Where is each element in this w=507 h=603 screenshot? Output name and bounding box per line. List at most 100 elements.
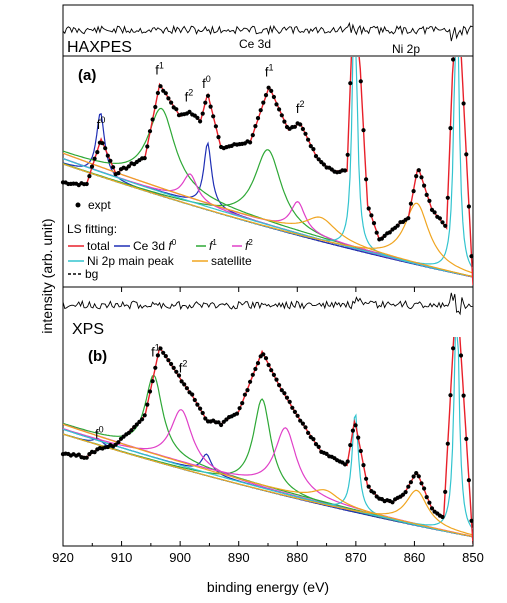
expt-point-a [406, 216, 411, 221]
component-b-0 [63, 433, 473, 538]
expt-point-b [408, 480, 413, 485]
expt-point-a [466, 204, 471, 209]
text-labels: f0 f1 f2 f0 f1 f2 f0 f1 f2 [95, 60, 305, 441]
expt-point-a [216, 135, 221, 140]
expt-point-a [269, 88, 274, 93]
component-b-4 [63, 409, 473, 538]
legend-label-4: Ni 2p main peak [87, 254, 175, 268]
expt-point-b [445, 441, 450, 446]
expt-point-a [422, 183, 427, 188]
component-a-7 [63, 57, 473, 269]
expt-point-b [255, 361, 261, 366]
expt-point-b [84, 455, 89, 460]
expt-point-a [416, 168, 421, 173]
expt-point-b [266, 362, 271, 368]
residual-trace-b [62, 292, 473, 316]
expt-point-b [274, 377, 279, 382]
expt-point-a [451, 57, 456, 62]
expt-point-a [145, 144, 150, 149]
expt-point-b [140, 417, 145, 422]
x-axis: 920 910 900 890 880 870 860 850 [52, 287, 484, 565]
legend-expt-marker [75, 202, 81, 208]
expt-point-b [155, 353, 160, 358]
component-a-2 [63, 107, 473, 278]
expt-point-b [134, 422, 139, 427]
expt-point-a [92, 156, 97, 161]
expt-point-b [295, 413, 300, 418]
expt-point-a [342, 168, 348, 173]
component-a-8 [63, 152, 473, 278]
expt-point-b [345, 459, 350, 464]
expt-point-b [176, 373, 182, 378]
legend-title: LS fitting: [67, 222, 117, 236]
expt-point-b [219, 422, 224, 428]
residual-trace-a [62, 21, 473, 42]
expt-point-a [395, 223, 400, 228]
component-curves [63, 57, 473, 538]
expt-point-b [403, 490, 408, 495]
expt-point-b [195, 402, 200, 407]
peak-label-a-5: f2 [296, 99, 305, 116]
expt-point-a [445, 195, 450, 200]
expt-point-a [313, 154, 319, 159]
panel-b-frame [62, 286, 474, 547]
expt-point-b [361, 463, 366, 468]
expt-point-b [300, 421, 305, 426]
expt-point-a [84, 181, 89, 187]
x-tick-label-870: 870 [345, 550, 367, 565]
peak-label-a-3: f0 [202, 74, 211, 91]
expt-point-b [313, 442, 319, 447]
peak-label-a-1: f1 [155, 60, 164, 77]
expt-point-a [208, 104, 213, 109]
expt-point-b [371, 490, 377, 495]
expt-point-b [234, 411, 240, 416]
expt-point-b [466, 478, 471, 483]
expt-point-b [126, 430, 131, 435]
expt-point-b [350, 428, 355, 433]
expt-point-a [448, 126, 453, 131]
expt-point-b [311, 437, 316, 442]
expt-point-a [263, 93, 269, 98]
expt-point-b [303, 425, 308, 430]
expt-point-b [271, 372, 276, 377]
expt-point-a [437, 216, 442, 221]
panel-b-method-label: XPS [72, 321, 104, 338]
expt-point-b [242, 392, 247, 397]
expt-point-b [353, 423, 358, 428]
expt-point-b [364, 476, 369, 481]
expt-point-b [464, 436, 469, 441]
expt-point-a [461, 101, 466, 106]
component-a-9 [63, 163, 473, 274]
expt-point-b [190, 392, 195, 397]
expt-point-b [279, 388, 284, 393]
x-axis-title: binding energy (eV) [207, 579, 329, 595]
expt-point-a [348, 81, 353, 86]
expt-point-b [240, 401, 245, 406]
expt-point-b [424, 495, 429, 500]
expt-point-b [142, 413, 147, 418]
expt-point-b [263, 356, 269, 361]
expt-point-a [411, 189, 416, 194]
expt-point-b [411, 474, 416, 479]
y-axis-title: intensity (arb. unit) [39, 218, 55, 333]
expt-point-b [76, 452, 81, 457]
expt-point-a [203, 100, 208, 105]
expt-point-b [306, 430, 311, 435]
peak-label-a-4: f1 [265, 63, 274, 80]
expt-point-b [171, 365, 176, 370]
expt-point-a [100, 141, 105, 146]
legend-label-2: f1 [209, 238, 217, 253]
expt-point-b [390, 500, 395, 505]
expt-point-a [282, 119, 287, 124]
expt-point-b [248, 379, 253, 384]
expt-point-b [113, 442, 118, 447]
expt-point-a [163, 91, 168, 96]
expt-point-b [161, 350, 166, 355]
expt-point-a [108, 158, 113, 163]
expt-point-a [321, 162, 326, 167]
expt-point-b [261, 352, 266, 357]
expt-point-a [150, 117, 155, 122]
legend-label-5: satellite [211, 254, 252, 268]
expt-point-a [316, 157, 321, 162]
expt-point-b [277, 383, 282, 388]
